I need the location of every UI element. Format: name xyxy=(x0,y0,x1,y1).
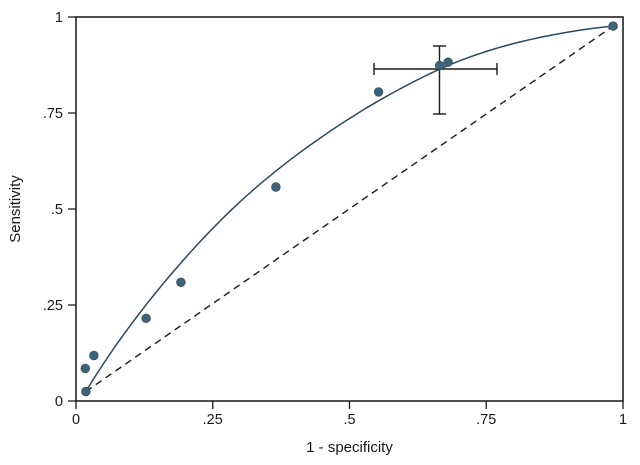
svg-text:.5: .5 xyxy=(343,412,355,428)
svg-text:.25: .25 xyxy=(203,412,223,428)
svg-text:.25: .25 xyxy=(43,298,63,314)
svg-text:0: 0 xyxy=(72,412,80,428)
svg-text:.75: .75 xyxy=(43,106,63,122)
svg-text:.75: .75 xyxy=(476,412,496,428)
svg-text:Sensitivity: Sensitivity xyxy=(7,175,24,243)
svg-text:.5: .5 xyxy=(51,202,63,218)
svg-text:1 - specificity: 1 - specificity xyxy=(306,439,393,456)
svg-text:0: 0 xyxy=(55,394,63,410)
svg-text:1: 1 xyxy=(619,412,627,428)
svg-text:1: 1 xyxy=(55,10,63,26)
